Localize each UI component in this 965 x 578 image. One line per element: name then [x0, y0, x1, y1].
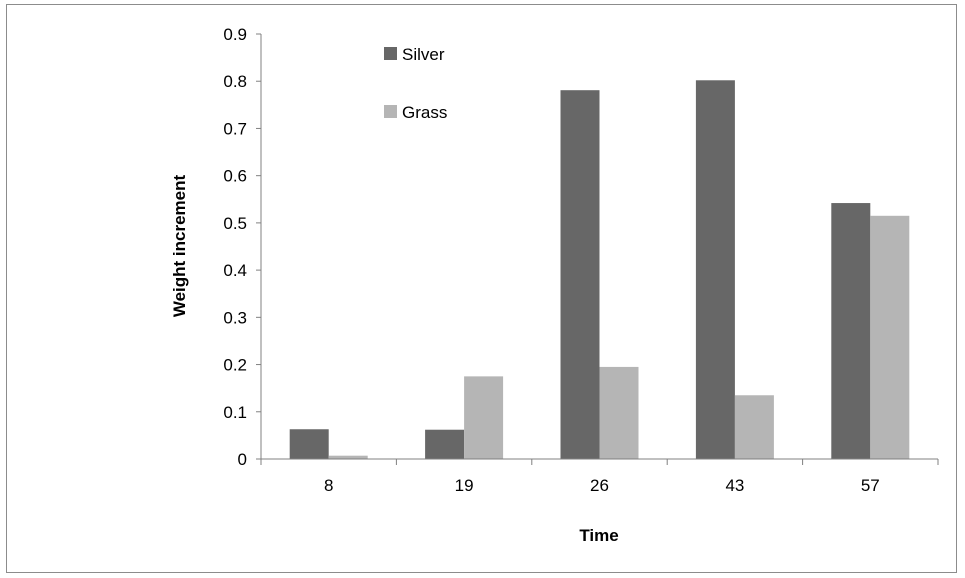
bar-grass-8 — [328, 455, 368, 459]
y-tick-label: 0.6 — [223, 167, 247, 186]
y-tick-label: 0.5 — [223, 214, 247, 233]
x-tick-label: 26 — [590, 476, 609, 495]
legend-label-grass: Grass — [402, 103, 447, 122]
bar-grass-19 — [464, 376, 504, 459]
bar-silver-57 — [831, 203, 871, 459]
legend: Silver Grass — [384, 45, 447, 122]
y-tick-label: 0.8 — [223, 72, 247, 91]
y-tick-label: 0.3 — [223, 308, 247, 327]
y-tick-label: 0.2 — [223, 356, 247, 375]
bar-silver-8 — [289, 429, 329, 459]
y-tick-label: 0.7 — [223, 119, 247, 138]
x-tick-label: 8 — [324, 476, 333, 495]
bar-silver-26 — [560, 90, 600, 459]
x-axis-ticks: 8 19 26 43 57 — [260, 459, 939, 495]
x-tick-label: 19 — [455, 476, 474, 495]
legend-swatch-silver — [384, 47, 397, 60]
y-tick-label: 0.4 — [223, 261, 247, 280]
y-axis-title: Weight increment — [170, 175, 189, 318]
legend-label-silver: Silver — [402, 45, 445, 64]
bars — [289, 80, 910, 460]
y-tick-label: 0.9 — [223, 25, 247, 44]
bar-grass-43 — [734, 395, 774, 459]
x-tick-label: 43 — [725, 476, 744, 495]
y-tick-label: 0.1 — [223, 403, 247, 422]
bar-silver-19 — [425, 429, 465, 459]
x-axis-title: Time — [579, 526, 618, 545]
legend-swatch-grass — [384, 105, 397, 118]
bar-silver-43 — [695, 80, 735, 460]
x-tick-label: 57 — [861, 476, 880, 495]
bar-grass-26 — [599, 366, 639, 459]
bar-grass-57 — [870, 215, 910, 459]
chart-frame — [6, 4, 957, 573]
y-tick-label: 0 — [238, 450, 247, 469]
y-axis-ticks: 0 0.1 0.2 0.3 0.4 0.5 0.6 0.7 0.8 0.9 — [223, 25, 261, 469]
